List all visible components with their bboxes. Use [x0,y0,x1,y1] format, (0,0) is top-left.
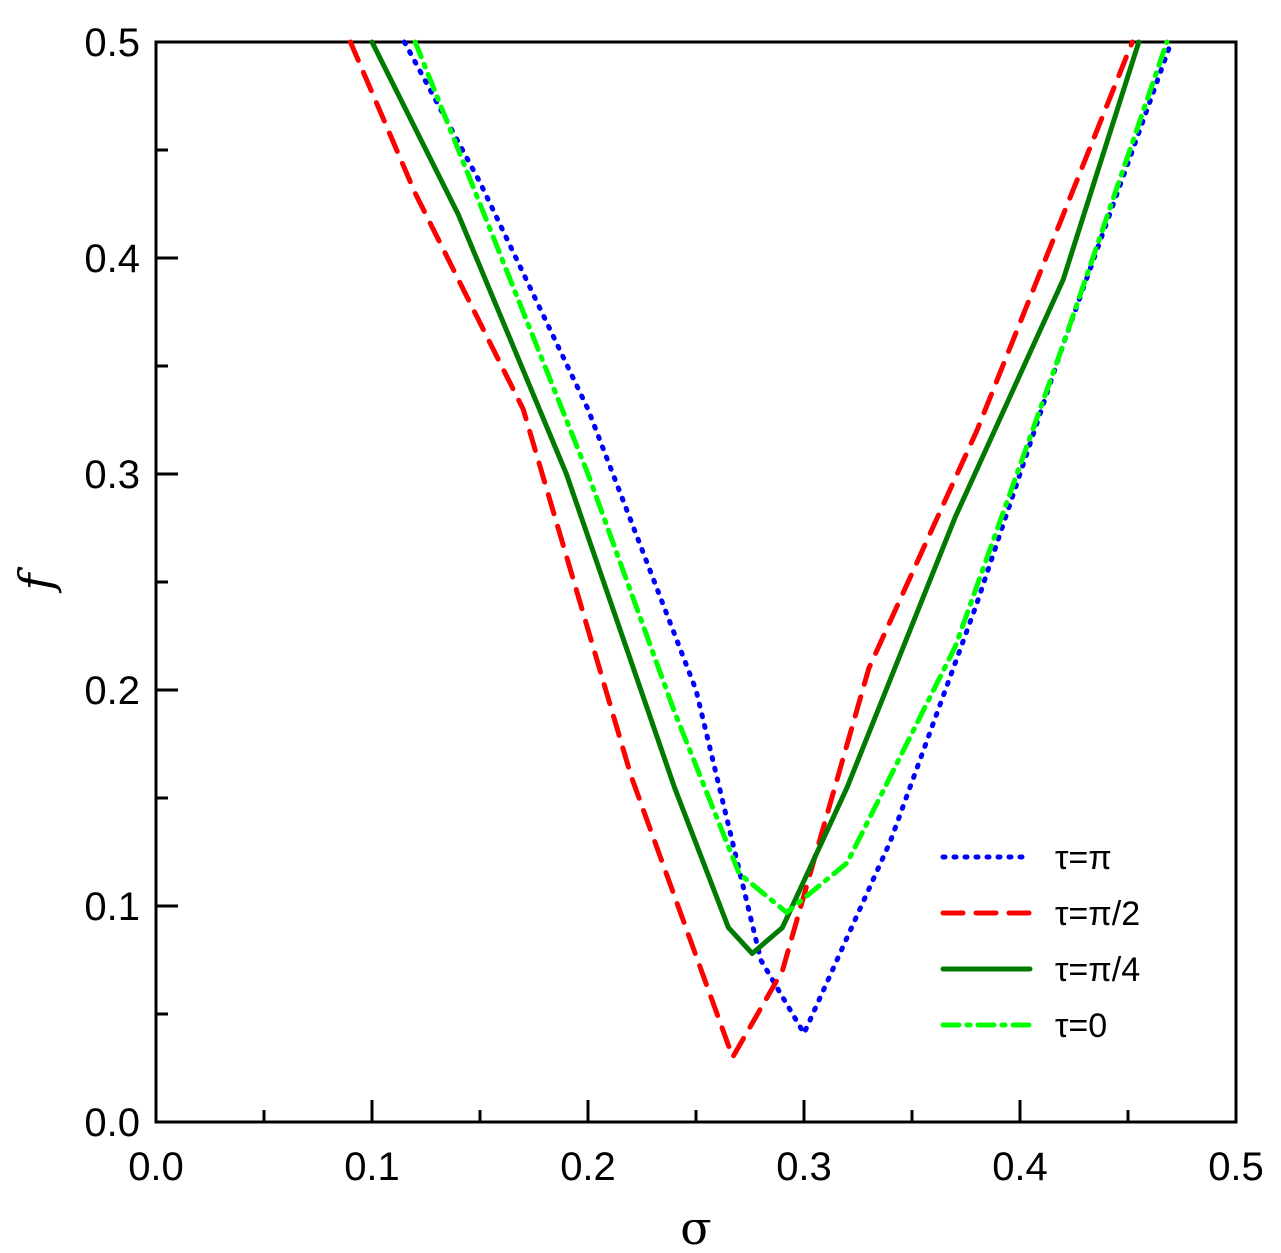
series-line [347,39,1135,1060]
y-tick-label: 0.3 [84,453,140,497]
y-tick-label: 0.1 [84,885,140,929]
y-tick-label: 0.5 [84,21,140,65]
legend-label: τ=π/4 [1055,951,1140,989]
legend-label: τ=π/2 [1055,895,1140,933]
x-tick-label: 0.1 [344,1145,400,1189]
ticks: 0.0 0.1 0.2 0.3 0.4 0.5 0.0 0.1 0.2 0.3 0.4 0.5 [84,21,1263,1189]
series-line [412,39,1170,915]
series-line [369,39,1142,956]
x-tick-label: 0.3 [776,1145,832,1189]
series-line [401,39,1174,1036]
y-tick-label: 0.0 [84,1101,140,1145]
x-tick-label: 0.0 [128,1145,184,1189]
legend: τ=π τ=π/2 τ=π/4 τ=0 [940,839,1140,1045]
x-tick-label: 0.2 [560,1145,616,1189]
legend-label: τ=π [1055,839,1112,877]
x-axis-title: σ [680,1201,711,1253]
y-tick-label: 0.2 [84,669,140,713]
x-tick-label: 0.5 [1208,1145,1264,1189]
x-tick-label: 0.4 [992,1145,1048,1189]
legend-label: τ=0 [1055,1007,1107,1045]
series-lines [347,39,1174,1060]
y-axis-title: f [9,567,63,594]
y-tick-label: 0.4 [84,237,140,281]
